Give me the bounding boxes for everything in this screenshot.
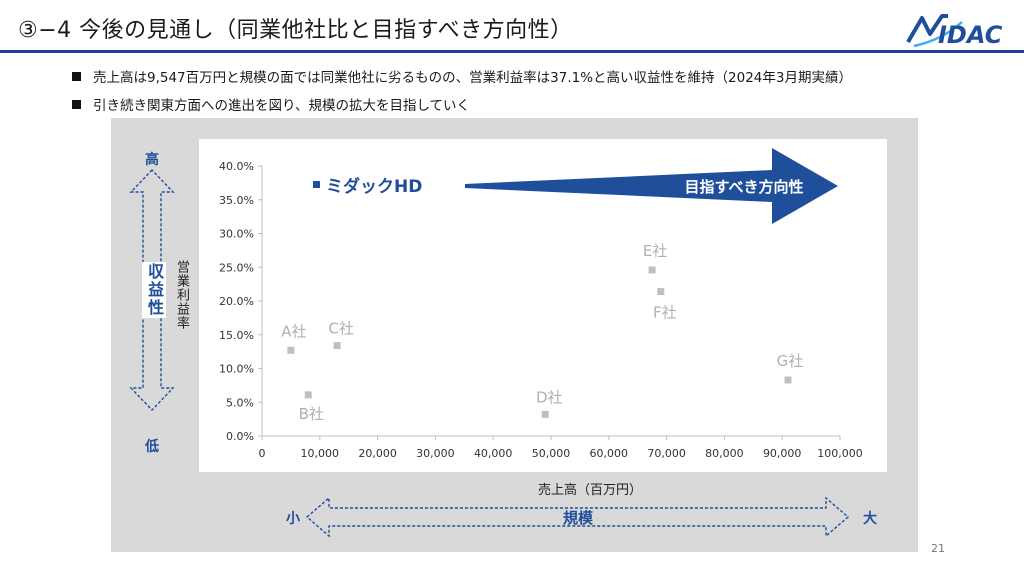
midac-logo: IDAC	[906, 14, 1003, 49]
y-tick-label: 5.0%	[226, 396, 254, 409]
direction-label: 目指すべき方向性	[685, 178, 804, 196]
bullet-text-1: 売上高は9,547百万円と規模の面では同業他社に劣るものの、営業利益率は37.1…	[93, 70, 852, 86]
highlight-company-label: ミダックHD	[326, 176, 422, 197]
data-point	[304, 391, 312, 399]
x-tick-label: 0	[259, 447, 266, 460]
point-label: C社	[328, 320, 353, 338]
y-tick-label: 40.0%	[219, 160, 254, 173]
x-tick-label: 80,000	[705, 447, 744, 460]
y-tick-label: 25.0%	[219, 261, 254, 274]
point-label: E社	[643, 242, 667, 260]
title-underline	[0, 50, 1024, 53]
data-point	[657, 288, 665, 296]
point-label: G社	[777, 352, 804, 370]
point-label: B社	[299, 405, 324, 423]
y-tick-label: 20.0%	[219, 295, 254, 308]
profitability-label: 収益性	[142, 262, 166, 318]
x-tick-label: 50,000	[532, 447, 571, 460]
data-point	[287, 346, 295, 354]
x-tick-label: 20,000	[358, 447, 397, 460]
x-tick-label: 70,000	[647, 447, 686, 460]
bullet-square-icon	[72, 72, 81, 81]
bullet-item-1: 売上高は9,547百万円と規模の面では同業他社に劣るものの、営業利益率は37.1…	[72, 66, 852, 86]
axis-high-label: 高	[145, 151, 159, 168]
x-tick-label: 30,000	[416, 447, 455, 460]
data-point	[784, 376, 792, 384]
data-point	[541, 410, 549, 418]
x-tick-label: 10,000	[301, 447, 340, 460]
x-tick-label: 40,000	[474, 447, 513, 460]
bullet-text-2: 引き続き関東方面への進出を図り、規模の拡大を目指していく	[93, 98, 471, 114]
x-tick-label: 90,000	[763, 447, 802, 460]
y-tick-label: 30.0%	[219, 228, 254, 241]
y-tick-label: 35.0%	[219, 194, 254, 207]
y-axis-title: 営業利益率	[174, 260, 189, 330]
axis-low-label: 低	[144, 438, 159, 455]
bullet-item-2: 引き続き関東方面への進出を図り、規模の拡大を目指していく	[72, 94, 470, 114]
scale-large-label: 大	[863, 510, 877, 527]
point-label: F社	[653, 304, 677, 322]
point-label: D社	[536, 388, 563, 406]
highlight-marker	[313, 181, 320, 188]
vertical-axis-arrow	[129, 168, 175, 412]
y-tick-label: 15.0%	[219, 329, 254, 342]
x-tick-label: 60,000	[590, 447, 629, 460]
y-tick-label: 10.0%	[219, 363, 254, 376]
bullet-square-icon	[72, 100, 81, 109]
direction-arrow-icon	[465, 148, 838, 224]
horizontal-axis-arrow	[305, 496, 850, 538]
x-axis-title: 売上高（百万円）	[538, 482, 642, 498]
svg-text:IDAC: IDAC	[938, 21, 1003, 49]
x-tick-label: 100,000	[817, 447, 863, 460]
scale-small-label: 小	[286, 511, 300, 527]
scale-label: 規模	[563, 509, 594, 527]
data-point	[333, 342, 341, 350]
page-number: 21	[931, 542, 945, 555]
page-title: ③−4 今後の見通し（同業他社比と目指すべき方向性）	[18, 18, 573, 43]
point-label: A社	[281, 322, 306, 340]
data-point	[648, 266, 656, 274]
y-tick-label: 0.0%	[226, 430, 254, 443]
